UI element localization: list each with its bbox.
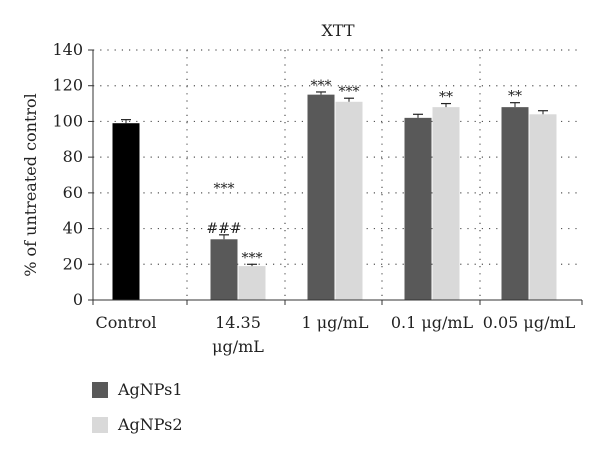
bar-agnps1-3 (404, 117, 432, 300)
y-tick-labels: 0 20 40 60 80 100 120 140 (52, 40, 83, 309)
legend-item-agnps2: AgNPs2 (92, 413, 183, 436)
bar-agnps2-3 (432, 107, 460, 301)
bar-agnps2-2 (335, 101, 363, 301)
category-label-3: 0.1 μg/mL (391, 313, 474, 332)
y-tick-label-100: 100 (52, 111, 83, 130)
category-label-4: 0.05 μg/mL (483, 313, 576, 332)
bar-agnps1-4 (501, 107, 529, 301)
y-tick-label-40: 40 (63, 219, 83, 238)
bar-control (112, 123, 140, 300)
category-labels: Control 14.35 μg/mL 1 μg/mL 0.1 μg/mL 0.05 μg… (95, 313, 575, 356)
category-label-1-line1: μg/mL (212, 337, 264, 356)
y-tick-label-140: 140 (52, 40, 83, 59)
y-tick-label-20: 20 (63, 254, 83, 273)
significance-annotations: ###*********** ***** (206, 78, 522, 266)
annotation-agnps2-1: *** (242, 250, 263, 266)
legend: AgNPs1 AgNPs2 (92, 378, 183, 448)
y-tick-label-0: 0 (73, 290, 83, 309)
y-tick-label-120: 120 (52, 76, 83, 95)
bar-agnps1-1 (210, 239, 238, 300)
annotation-agnps2-2: *** (339, 84, 360, 100)
category-label-2: 1 μg/mL (301, 313, 368, 332)
annotation-agnps1-2: *** (311, 78, 332, 94)
category-label-0: Control (95, 313, 156, 332)
y-tick-label-60: 60 (63, 183, 83, 202)
annotation-agnps1-4: ** (508, 89, 522, 105)
legend-swatch-agnps1 (92, 381, 108, 398)
legend-swatch-agnps2 (92, 416, 108, 433)
category-label-1: 14.35 (215, 313, 261, 332)
y-axis-title: % of untreated control (21, 93, 40, 277)
bar-agnps2-1 (238, 266, 266, 300)
bar-agnps1-2 (307, 94, 335, 301)
legend-label-agnps2: AgNPs2 (118, 415, 183, 434)
chart-title: XTT (321, 21, 354, 40)
legend-item-agnps1: AgNPs1 (92, 378, 183, 401)
annotation-agnps2-3: ** (439, 90, 453, 106)
annotation-agnps1-1: ### (206, 221, 241, 237)
y-tick-label-80: 80 (63, 147, 83, 166)
annotation-extra-0: *** (214, 181, 235, 197)
axes (88, 49, 583, 305)
legend-label-agnps1: AgNPs1 (118, 380, 183, 399)
bar-agnps2-4 (529, 114, 557, 301)
error-bars (121, 91, 548, 267)
bars (112, 94, 557, 301)
